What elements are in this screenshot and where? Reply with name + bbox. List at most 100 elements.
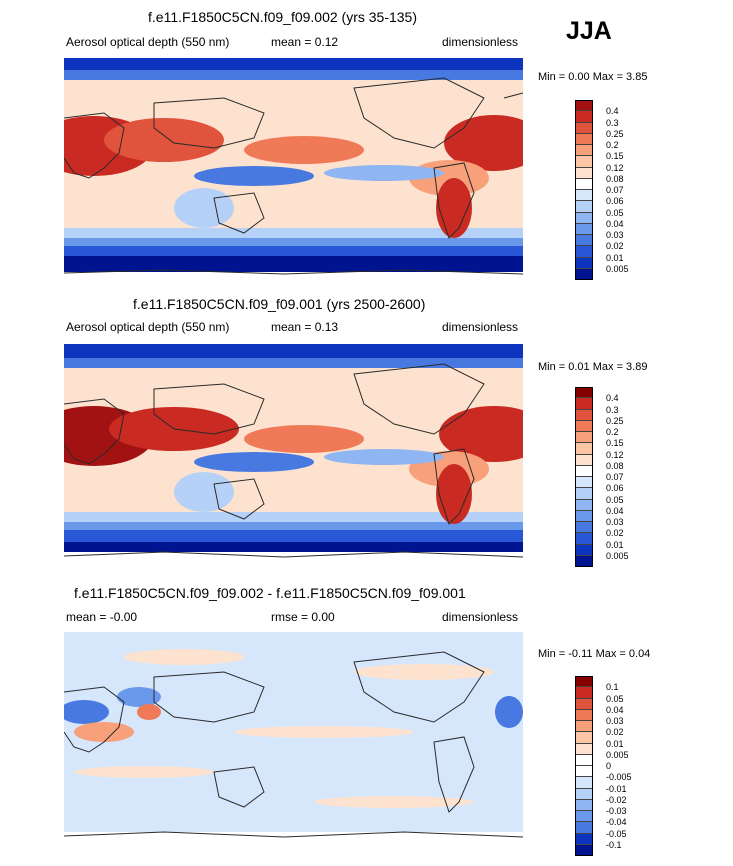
colorbar-tick-label: 0.15 — [606, 438, 624, 449]
colorbar-swatch — [575, 676, 593, 688]
colorbar-tick-label: 0.08 — [606, 460, 624, 471]
colorbar-swatch — [575, 799, 593, 811]
colorbar-tick-label: 0.02 — [606, 528, 624, 539]
colorbar-swatch — [575, 111, 593, 123]
panel-1-minmax: Min = 0.00 Max = 3.85 — [538, 71, 648, 83]
panel-1-title: f.e11.F1850C5CN.f09_f09.002 (yrs 35-135) — [148, 9, 418, 25]
colorbar-tick-label: -0.03 — [606, 806, 627, 816]
colorbar-tick-label: -0.02 — [606, 794, 627, 805]
colorbar-swatch — [575, 190, 593, 202]
colorbar-swatch — [575, 409, 593, 421]
colorbar-tick-label: 0.04 — [606, 704, 624, 715]
colorbar-tick-label: 0.08 — [606, 173, 624, 184]
colorbar-swatch — [575, 167, 593, 179]
colorbar-tick-label: 0 — [606, 761, 612, 771]
colorbar-tick-label: 0.06 — [606, 483, 624, 494]
colorbar-swatch — [575, 235, 593, 247]
season-label: JJA — [566, 17, 612, 45]
colorbar-tick-label: 0.3 — [606, 117, 619, 128]
panel-3-mean: mean = -0.00 — [66, 610, 138, 624]
panel-1-map — [64, 58, 523, 291]
colorbar-tick-label: -0.1 — [606, 839, 622, 850]
panel-1-variable-label: Aerosol optical depth (550 nm) — [66, 35, 230, 49]
colorbar-swatch — [575, 156, 593, 168]
colorbar-swatch — [575, 732, 593, 744]
colorbar-swatch — [575, 766, 593, 778]
panel-3-map-svg — [64, 632, 523, 865]
colorbar-tick-label: 0.01 — [606, 252, 624, 263]
colorbar-tick-label: 0.12 — [606, 162, 624, 173]
colorbar-swatch — [575, 522, 593, 534]
colorbar-swatch — [575, 698, 593, 710]
colorbar-tick-label: 0.03 — [606, 517, 624, 527]
colorbar-swatch — [575, 398, 593, 410]
colorbar-tick-label: 0.01 — [606, 738, 624, 749]
colorbar-swatch — [575, 178, 593, 190]
colorbar-frame — [575, 100, 593, 280]
colorbar-tick-label: 0.005 — [606, 550, 629, 561]
colorbar-swatch — [575, 122, 593, 134]
colorbar-tick-label: 0.3 — [606, 404, 619, 415]
colorbar-swatch — [575, 687, 593, 699]
colorbar-swatch — [575, 743, 593, 755]
panel-1-map-svg — [64, 58, 523, 291]
colorbar-swatch — [575, 544, 593, 556]
panel-1-units: dimensionless — [442, 35, 519, 49]
colorbar-swatch — [575, 212, 593, 224]
panel-2-colorbar — [575, 387, 593, 567]
colorbar-swatch — [575, 443, 593, 455]
colorbar-tick-label: 0.005 — [606, 749, 629, 760]
colorbar-tick-label: 0.05 — [606, 693, 624, 704]
panel-3-title: f.e11.F1850C5CN.f09_f09.002 - f.e11.F185… — [74, 585, 466, 601]
colorbar-tick-label: 0.01 — [606, 539, 624, 550]
colorbar-tick-label: 0.06 — [606, 196, 624, 207]
colorbar-tick-label: 0.05 — [606, 207, 624, 218]
colorbar-tick-label: 0.25 — [606, 415, 624, 426]
colorbar-tick-label: 0.4 — [606, 106, 619, 117]
colorbar-tick-label: -0.005 — [606, 772, 632, 783]
colorbar-tick-label: 0.03 — [606, 230, 624, 240]
colorbar-tick-label: -0.01 — [606, 783, 627, 794]
panel-1-colorbar — [575, 100, 593, 280]
colorbar-tick-label: -0.04 — [606, 817, 627, 828]
panel-3-map — [64, 632, 523, 865]
panel-2-map — [64, 344, 523, 577]
colorbar-swatch — [575, 432, 593, 444]
panel-1-mean: mean = 0.12 — [271, 35, 339, 49]
colorbar-tick-label: 0.4 — [606, 393, 619, 404]
colorbar-swatch — [575, 811, 593, 823]
colorbar-swatch — [575, 145, 593, 157]
colorbar-frame — [575, 387, 593, 567]
colorbar-tick-label: 0.02 — [606, 727, 624, 738]
colorbar-tick-label: 0.005 — [606, 263, 629, 274]
colorbar-tick-label: -0.05 — [606, 828, 627, 839]
colorbar-swatch — [575, 100, 593, 112]
colorbar-tick-label: 0.2 — [606, 427, 619, 437]
panel-3-rmse: rmse = 0.00 — [271, 610, 335, 624]
panel-3-units: dimensionless — [442, 610, 519, 624]
panel-2-mean: mean = 0.13 — [271, 320, 339, 334]
panel-2-map-svg — [64, 344, 523, 577]
panel-2-units: dimensionless — [442, 320, 519, 334]
colorbar-swatch — [575, 499, 593, 511]
colorbar-tick-label: 0.25 — [606, 128, 624, 139]
colorbar-swatch — [575, 754, 593, 766]
colorbar-swatch — [575, 533, 593, 545]
colorbar-swatch — [575, 420, 593, 432]
colorbar-swatch — [575, 788, 593, 800]
colorbar-tick-label: 0.15 — [606, 151, 624, 162]
colorbar-tick-label: 0.07 — [606, 472, 624, 482]
colorbar-swatch — [575, 454, 593, 466]
colorbar-swatch — [575, 201, 593, 213]
panel-2-variable-label: Aerosol optical depth (550 nm) — [66, 320, 230, 334]
colorbar-swatch — [575, 488, 593, 500]
colorbar-swatch — [575, 387, 593, 399]
panel-2-title: f.e11.F1850C5CN.f09_f09.001 (yrs 2500-26… — [133, 296, 426, 312]
colorbar-tick-label: 0.04 — [606, 218, 624, 229]
colorbar-swatch — [575, 777, 593, 789]
colorbar-swatch — [575, 257, 593, 269]
colorbar-tick-label: 0.2 — [606, 140, 619, 150]
colorbar-tick-label: 0.1 — [606, 682, 619, 693]
colorbar-swatch — [575, 477, 593, 489]
colorbar-swatch — [575, 133, 593, 145]
